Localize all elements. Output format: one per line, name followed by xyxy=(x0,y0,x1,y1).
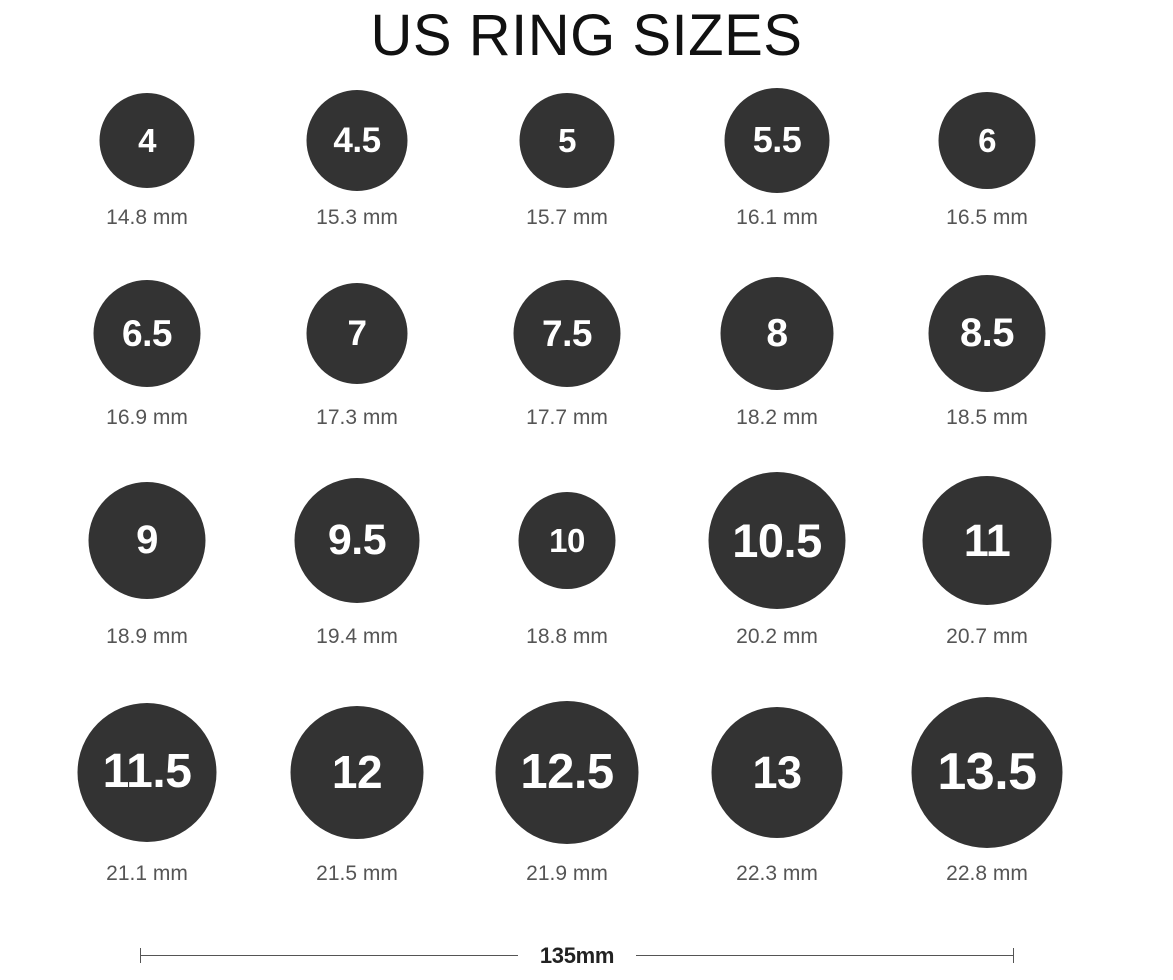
ring-size-number: 11 xyxy=(963,514,1011,566)
ring-mm-label: 15.3 mm xyxy=(316,206,398,229)
ring-circle[interactable]: 8 xyxy=(720,276,834,390)
ring-mm-label: 18.8 mm xyxy=(526,625,608,648)
ring-mm-label: 18.5 mm xyxy=(946,406,1028,429)
scale-line-left xyxy=(140,955,518,956)
ring-size-number: 9.5 xyxy=(327,515,387,564)
ring-size-number: 7 xyxy=(347,313,367,353)
ring-circle[interactable]: 5.5 xyxy=(724,87,830,193)
ring-mm-label: 22.8 mm xyxy=(946,862,1028,885)
ring-mm-label: 16.1 mm xyxy=(736,206,818,229)
ring-mm-label: 19.4 mm xyxy=(316,625,398,648)
ring-size-number: 7.5 xyxy=(542,312,592,354)
ring-size-number: 13 xyxy=(752,746,802,798)
ring-size-number: 5.5 xyxy=(752,119,802,160)
scale-length-label: 135mm xyxy=(539,943,615,968)
ring-size-number: 12.5 xyxy=(520,744,614,799)
ring-circle[interactable]: 6.5 xyxy=(93,279,201,387)
ring-circle[interactable]: 12 xyxy=(290,705,424,839)
ring-circle[interactable]: 13 xyxy=(711,706,843,838)
ring-size-number: 8.5 xyxy=(959,311,1015,355)
ring-circle[interactable]: 5 xyxy=(519,92,615,188)
ring-mm-label: 20.7 mm xyxy=(946,625,1028,648)
ring-mm-label: 16.5 mm xyxy=(946,206,1028,229)
ring-mm-label: 14.8 mm xyxy=(106,206,188,229)
ring-mm-label: 21.1 mm xyxy=(106,862,188,885)
ring-mm-label: 18.2 mm xyxy=(736,406,818,429)
ring-circle[interactable]: 7.5 xyxy=(513,279,621,387)
ring-size-number: 5 xyxy=(558,121,576,159)
ring-circle[interactable]: 12.5 xyxy=(495,700,639,844)
ring-circle[interactable]: 8.5 xyxy=(928,274,1046,392)
ring-size-number: 11.5 xyxy=(102,745,192,798)
ring-mm-label: 15.7 mm xyxy=(526,206,608,229)
ring-circle[interactable]: 9 xyxy=(88,481,206,599)
ring-size-number: 6 xyxy=(978,121,996,159)
ring-mm-label: 21.5 mm xyxy=(316,862,398,885)
ring-circle[interactable]: 4.5 xyxy=(306,89,408,191)
ring-circle[interactable]: 9.5 xyxy=(294,477,420,603)
ring-mm-label: 18.9 mm xyxy=(106,625,188,648)
scale-end-tick xyxy=(1013,948,1014,963)
ring-size-number: 6.5 xyxy=(122,312,172,354)
ring-circle[interactable]: 13.5 xyxy=(911,696,1063,848)
ring-mm-label: 17.3 mm xyxy=(316,406,398,429)
ring-circle[interactable]: 6 xyxy=(938,91,1036,189)
ring-mm-label: 20.2 mm xyxy=(736,625,818,648)
ring-size-number: 9 xyxy=(136,518,158,562)
scale-line-right xyxy=(636,955,1014,956)
ring-size-number: 13.5 xyxy=(937,743,1037,801)
ring-mm-label: 17.7 mm xyxy=(526,406,608,429)
ring-circle[interactable]: 7 xyxy=(306,282,408,384)
ring-mm-label: 21.9 mm xyxy=(526,862,608,885)
ring-circle[interactable]: 4 xyxy=(99,92,195,188)
ring-size-number: 4.5 xyxy=(333,120,381,160)
scale-bar: 135mm xyxy=(140,938,1014,972)
ring-size-number: 10.5 xyxy=(732,513,822,567)
ring-circle[interactable]: 11.5 xyxy=(77,702,217,842)
ring-circle[interactable]: 10.5 xyxy=(708,471,846,609)
ring-size-number: 4 xyxy=(138,121,156,159)
ring-size-number: 10 xyxy=(549,521,585,559)
ring-mm-label: 16.9 mm xyxy=(106,406,188,429)
page-title: US RING SIZES xyxy=(370,3,803,68)
ring-size-number: 8 xyxy=(766,311,788,355)
ring-circle[interactable]: 10 xyxy=(518,491,616,589)
ring-mm-label: 22.3 mm xyxy=(736,862,818,885)
ring-size-number: 12 xyxy=(331,746,383,798)
ring-circle[interactable]: 11 xyxy=(922,475,1052,605)
